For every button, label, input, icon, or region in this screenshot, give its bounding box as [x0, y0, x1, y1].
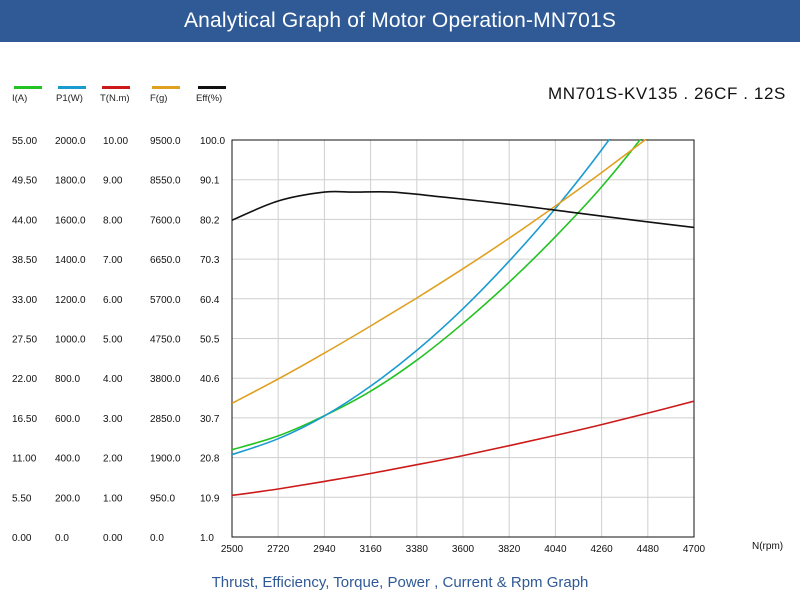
y-tick-label: 5.50	[12, 493, 32, 504]
y-tick-label: 2.00	[103, 454, 123, 465]
motor-model-label: MN701S-KV135 . 26CF . 12S	[547, 84, 786, 103]
y-tick-label: 38.50	[12, 255, 37, 266]
x-tick-labels: 2500 2720 2940 3160 3380 3600 3820 4040 4260 4480…	[221, 544, 706, 555]
y-tick-label: 5.00	[103, 335, 123, 346]
y-tick-label: 90.1	[200, 176, 220, 187]
y-tick-label: 80.2	[200, 215, 220, 226]
y-tick-label: 1400.0	[55, 255, 86, 266]
x-tick-label: 3820	[498, 544, 521, 555]
header-bar	[0, 0, 800, 42]
y-tick-label: 0.0	[55, 533, 69, 544]
y-tick-labels: 0.00 5.50 11.00 16.50 22.00 27.50 33.00 38.50 44…	[12, 136, 225, 544]
legend-label-power: P1(W)	[56, 93, 83, 104]
x-tick-label: 2500	[221, 544, 244, 555]
y-tick-label: 200.0	[55, 493, 80, 504]
series-line-eff	[232, 190, 694, 229]
legend-label-thrust: F(g)	[150, 93, 168, 104]
legend-current: I(A)	[12, 86, 52, 104]
y-tick-label: 3.00	[103, 414, 123, 425]
y-tick-label: 40.6	[200, 374, 220, 385]
x-tick-label: 3160	[359, 544, 382, 555]
legend-swatch-efficiency	[198, 86, 226, 89]
legend-swatch-current	[14, 86, 42, 89]
y-tick-label: 2000.0	[55, 136, 86, 147]
y-tick-label: 1.0	[200, 533, 214, 544]
x-tick-label: 4040	[544, 544, 567, 555]
y-tick-label: 7.00	[103, 255, 123, 266]
y-tick-label: 9500.0	[150, 136, 181, 147]
y-tick-label: 400.0	[55, 454, 80, 465]
y-tick-label: 9.00	[103, 176, 123, 187]
y-tick-label: 30.7	[200, 414, 220, 425]
y-tick-label: 0.00	[12, 533, 32, 544]
y-tick-label: 49.50	[12, 176, 37, 187]
y-tick-label: 11.00	[12, 454, 37, 465]
x-tick-label: 4700	[683, 544, 706, 555]
legend-swatch-power	[58, 86, 86, 89]
y-tick-label: 1600.0	[55, 215, 86, 226]
series-lines	[232, 139, 694, 497]
y-tick-label: 22.00	[12, 374, 37, 385]
plot-frame	[231, 139, 695, 538]
chart-grid	[232, 140, 694, 537]
y-tick-label: 100.0	[200, 136, 225, 147]
y-tick-label: 10.00	[103, 136, 128, 147]
x-tick-label: 4480	[637, 544, 660, 555]
y-tick-label: 1900.0	[150, 454, 181, 465]
series-line-t-n-m	[232, 400, 694, 497]
legend-label-efficiency: Eff(%)	[196, 93, 223, 104]
series-line-p1-w	[232, 139, 611, 456]
y-tick-label: 600.0	[55, 414, 80, 425]
legend-power: P1(W)	[56, 86, 96, 104]
legend-torque: T(N.m)	[100, 86, 140, 104]
x-tick-label: 3600	[452, 544, 475, 555]
y-tick-label: 2850.0	[150, 414, 181, 425]
y-tick-label: 4750.0	[150, 335, 181, 346]
x-tick-label: 2720	[267, 544, 290, 555]
page-title: Analytical Graph of Motor Operation-MN70…	[183, 9, 617, 32]
y-tick-label: 55.00	[12, 136, 37, 147]
y-tick-label: 800.0	[55, 374, 80, 385]
y-tick-label: 950.0	[150, 493, 175, 504]
y-tick-label: 1.00	[103, 493, 123, 504]
legend-label-current: I(A)	[12, 93, 28, 104]
y-tick-label: 0.0	[150, 533, 164, 544]
y-tick-label: 1800.0	[55, 176, 86, 187]
y-tick-label: 33.00	[12, 295, 37, 306]
x-tick-label: 2940	[313, 544, 336, 555]
y-tick-label: 4.00	[103, 374, 123, 385]
legend-label-torque: T(N.m)	[100, 93, 130, 104]
series-line-i-a	[232, 139, 642, 451]
legend-thrust: F(g)	[150, 86, 190, 104]
y-tick-label: 0.00	[103, 533, 123, 544]
y-tick-label: 16.50	[12, 414, 37, 425]
y-tick-label: 1200.0	[55, 295, 86, 306]
y-tick-label: 60.4	[200, 295, 220, 306]
y-tick-label: 6.00	[103, 295, 123, 306]
y-tick-label: 27.50	[12, 335, 37, 346]
y-tick-label: 3800.0	[150, 374, 181, 385]
chart-caption: Thrust, Efficiency, Torque, Power , Curr…	[211, 574, 589, 591]
y-tick-label: 70.3	[200, 255, 220, 266]
x-tick-label: 3380	[406, 544, 429, 555]
y-tick-label: 50.5	[200, 335, 220, 346]
y-tick-label: 8.00	[103, 215, 123, 226]
legend-swatch-thrust	[152, 86, 180, 89]
y-tick-label: 7600.0	[150, 215, 181, 226]
y-tick-label: 8550.0	[150, 176, 181, 187]
y-tick-label: 10.9	[200, 493, 220, 504]
y-tick-label: 5700.0	[150, 295, 181, 306]
series-line-f-g	[232, 139, 648, 405]
y-tick-label: 1000.0	[55, 335, 86, 346]
y-tick-label: 20.8	[200, 454, 220, 465]
y-tick-label: 44.00	[12, 215, 37, 226]
legend-swatch-torque	[102, 86, 130, 89]
legend-efficiency: Eff(%)	[196, 86, 236, 104]
y-tick-label: 6650.0	[150, 255, 181, 266]
x-tick-label: 4260	[590, 544, 613, 555]
x-axis-label: N(rpm)	[752, 541, 784, 552]
